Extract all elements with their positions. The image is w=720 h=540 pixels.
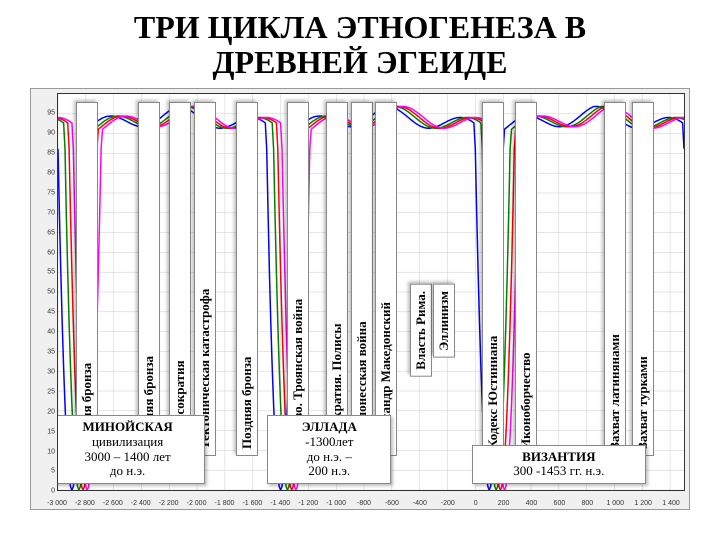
ytick: 10: [31, 448, 55, 455]
vertical-label: Кодекс Юстиниана: [482, 102, 504, 456]
vertical-label: Ранняя бронза: [76, 102, 98, 456]
vertical-label: Пелопонесская война: [351, 102, 373, 456]
ytick: 35: [31, 349, 55, 356]
xtick: 1 400: [662, 500, 680, 507]
caption-box: ВИЗАНТИЯ300 -1453 гг. н.э.: [472, 445, 646, 485]
title-line1: ТРИ ЦИКЛА ЭТНОГЕНЕЗА В: [134, 9, 586, 45]
vertical-label: Захват турками: [632, 102, 654, 456]
xtick: 400: [526, 500, 538, 507]
vertical-label: Тектоническая катастрофа: [194, 102, 216, 456]
vertical-label: Поздняя бронза: [236, 102, 258, 456]
vertical-label: Талассократия: [169, 102, 191, 456]
xtick: -3 000: [47, 500, 67, 507]
xtick: 0: [474, 500, 478, 507]
xtick: -1 400: [270, 500, 290, 507]
xtick: 1 000: [606, 500, 624, 507]
ytick: 15: [31, 428, 55, 435]
ytick: 40: [31, 329, 55, 336]
ytick: 30: [31, 368, 55, 375]
xtick: -2 800: [75, 500, 95, 507]
ytick: 95: [31, 110, 55, 117]
xtick: -2 400: [131, 500, 151, 507]
ytick: 25: [31, 388, 55, 395]
vertical-label: Железо. Троянская война: [287, 102, 309, 456]
ytick: 5: [31, 468, 55, 475]
ytick: 85: [31, 150, 55, 157]
vertical-label: Иконоборчество: [515, 102, 537, 456]
vertical-label: Демократия. Полисы: [326, 102, 348, 456]
xtick: 800: [581, 500, 593, 507]
caption-box: МИНОЙСКАЯцивилизация3000 – 1400 летдо н.…: [57, 415, 205, 485]
chart-container: Ранняя бронза Средняя бронза Талассократия…: [30, 88, 690, 510]
xtick: -1 200: [298, 500, 318, 507]
xtick: -600: [385, 500, 399, 507]
vertical-label: Захват латинянами: [604, 102, 626, 456]
ytick: 50: [31, 289, 55, 296]
xtick: 600: [554, 500, 566, 507]
xtick: -2 600: [103, 500, 123, 507]
vertical-label: Александр Македонский: [375, 102, 397, 456]
xtick: 200: [498, 500, 510, 507]
xtick: -1 000: [326, 500, 346, 507]
ytick: 70: [31, 209, 55, 216]
ytick: 75: [31, 189, 55, 196]
xtick: -2 000: [187, 500, 207, 507]
xtick: -1 800: [215, 500, 235, 507]
xtick: -800: [357, 500, 371, 507]
xtick: -200: [441, 500, 455, 507]
ytick: 45: [31, 309, 55, 316]
xtick: -1 600: [242, 500, 262, 507]
caption-box: ЭЛЛАДА-1300летдо н.э. –200 н.э.: [267, 415, 391, 485]
vertical-label: Власть Рима.: [410, 284, 432, 377]
xtick: 1 200: [634, 500, 652, 507]
vertical-label: Средняя бронза: [138, 102, 160, 456]
xtick: -2 200: [159, 500, 179, 507]
title-line2: ДРЕВНЕЙ ЭГЕИДЕ: [212, 44, 507, 80]
xtick: -400: [413, 500, 427, 507]
ytick: 80: [31, 169, 55, 176]
ytick: 0: [31, 488, 55, 495]
plot-area: Ранняя бронза Средняя бронза Талассократия…: [57, 93, 685, 491]
ytick: 60: [31, 249, 55, 256]
ytick: 65: [31, 229, 55, 236]
ytick: 20: [31, 408, 55, 415]
page-title: ТРИ ЦИКЛА ЭТНОГЕНЕЗА В ДРЕВНЕЙ ЭГЕИДЕ: [0, 0, 720, 84]
ytick: 55: [31, 269, 55, 276]
vertical-label: Эллинизм: [433, 284, 455, 358]
ytick: 90: [31, 130, 55, 137]
